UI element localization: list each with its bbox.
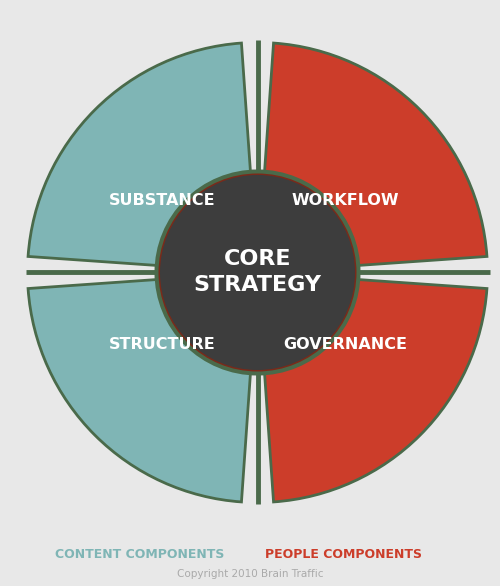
Circle shape <box>158 173 356 372</box>
Text: STRATEGY: STRATEGY <box>194 275 322 295</box>
Text: Copyright 2010 Brain Traffic: Copyright 2010 Brain Traffic <box>177 569 323 579</box>
Text: SUBSTANCE: SUBSTANCE <box>109 193 216 208</box>
Wedge shape <box>28 280 250 502</box>
Text: GOVERNANCE: GOVERNANCE <box>284 337 408 352</box>
Circle shape <box>160 175 355 370</box>
Text: CONTENT COMPONENTS: CONTENT COMPONENTS <box>55 547 224 560</box>
Text: PEOPLE COMPONENTS: PEOPLE COMPONENTS <box>265 547 422 560</box>
Circle shape <box>154 169 360 376</box>
Wedge shape <box>264 43 487 265</box>
Wedge shape <box>264 280 487 502</box>
Text: STRUCTURE: STRUCTURE <box>109 337 216 352</box>
Text: CORE: CORE <box>224 250 292 270</box>
Wedge shape <box>28 43 250 265</box>
Text: WORKFLOW: WORKFLOW <box>292 193 399 208</box>
